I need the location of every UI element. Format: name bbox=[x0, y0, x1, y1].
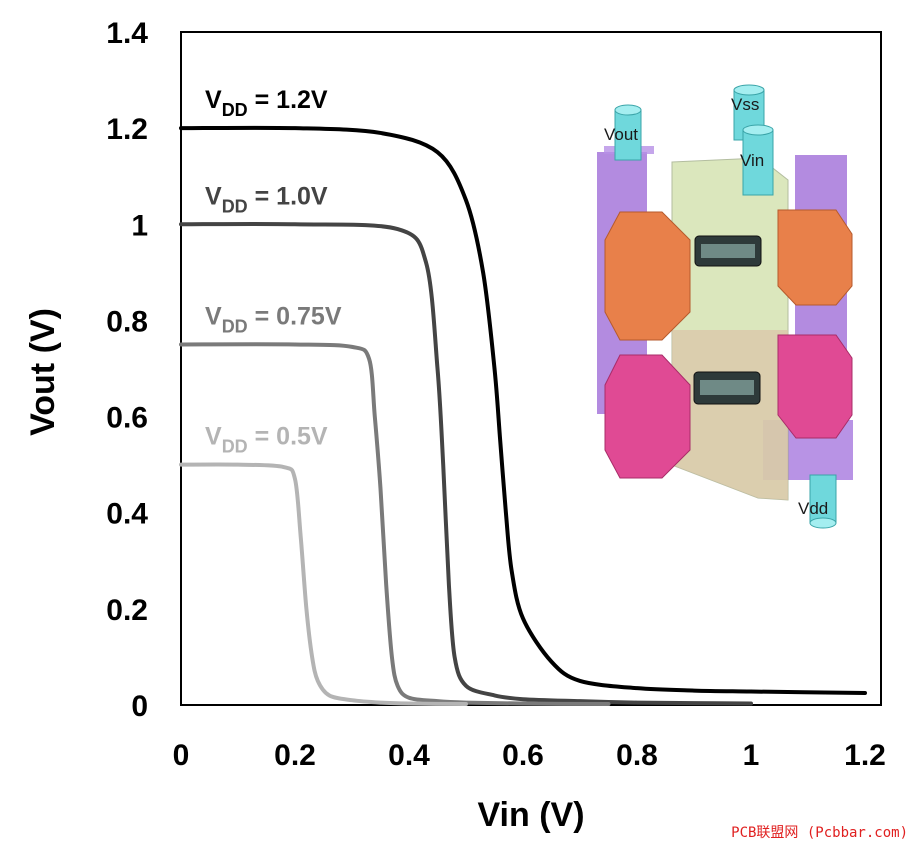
series-label: VDD = 0.5V bbox=[205, 423, 328, 457]
series-label-rest: = 1.2V bbox=[248, 86, 328, 114]
series-lines bbox=[179, 125, 867, 707]
series-label-main: V bbox=[205, 423, 222, 451]
x-tick-label: 0.4 bbox=[388, 739, 430, 772]
series-label: VDD = 1.0V bbox=[205, 182, 328, 216]
x-tick-label: 1 bbox=[743, 739, 760, 772]
series-label-subscript: DD bbox=[222, 196, 248, 216]
series-line bbox=[179, 125, 867, 695]
y-tick-label: 0.6 bbox=[106, 402, 148, 435]
series-label-main: V bbox=[205, 302, 222, 330]
x-tick-label: 0.6 bbox=[502, 739, 544, 772]
series-label-rest: = 1.0V bbox=[248, 182, 328, 210]
series-label-main: V bbox=[205, 86, 222, 114]
inset-label-vout: Vout bbox=[604, 125, 638, 144]
inset-label-vin: Vin bbox=[740, 151, 764, 170]
x-tick-label: 0.2 bbox=[274, 739, 316, 772]
series-label: VDD = 0.75V bbox=[205, 302, 342, 336]
series-label: VDD = 1.2V bbox=[205, 86, 328, 120]
watermark: PCB联盟网 (Pcbbar.com) bbox=[731, 825, 908, 841]
y-tick-label: 0.4 bbox=[106, 498, 148, 531]
x-axis-ticks: 0 0.2 0.4 0.6 0.8 1 1.2 bbox=[173, 739, 886, 772]
x-tick-label: 1.2 bbox=[844, 739, 886, 772]
y-tick-label: 1 bbox=[131, 209, 148, 242]
x-axis-title: Vin (V) bbox=[477, 796, 584, 834]
y-tick-label: 1.4 bbox=[106, 17, 148, 50]
series-line bbox=[179, 462, 468, 707]
y-tick-label: 0 bbox=[131, 690, 148, 723]
y-tick-label: 1.2 bbox=[106, 113, 148, 146]
inset-label-vdd: Vdd bbox=[798, 499, 828, 518]
x-tick-label: 0.8 bbox=[616, 739, 658, 772]
series-label-rest: = 0.75V bbox=[248, 302, 342, 330]
y-axis-ticks: 0 0.2 0.4 0.6 0.8 1 1.2 1.4 bbox=[106, 17, 148, 723]
series-label-subscript: DD bbox=[222, 100, 248, 120]
x-tick-label: 0 bbox=[173, 739, 190, 772]
series-label-subscript: DD bbox=[222, 437, 248, 457]
series-label-main: V bbox=[205, 182, 222, 210]
y-tick-label: 0.8 bbox=[106, 305, 148, 338]
transistor-3d-inset: Vout Vss Vin Vdd bbox=[597, 84, 853, 529]
y-tick-label: 0.2 bbox=[106, 594, 148, 627]
series-line bbox=[179, 221, 753, 706]
series-label-rest: = 0.5V bbox=[248, 423, 328, 451]
y-axis-title: Vout (V) bbox=[24, 308, 62, 436]
series-label-subscript: DD bbox=[222, 316, 248, 336]
inset-label-vss: Vss bbox=[731, 95, 759, 114]
